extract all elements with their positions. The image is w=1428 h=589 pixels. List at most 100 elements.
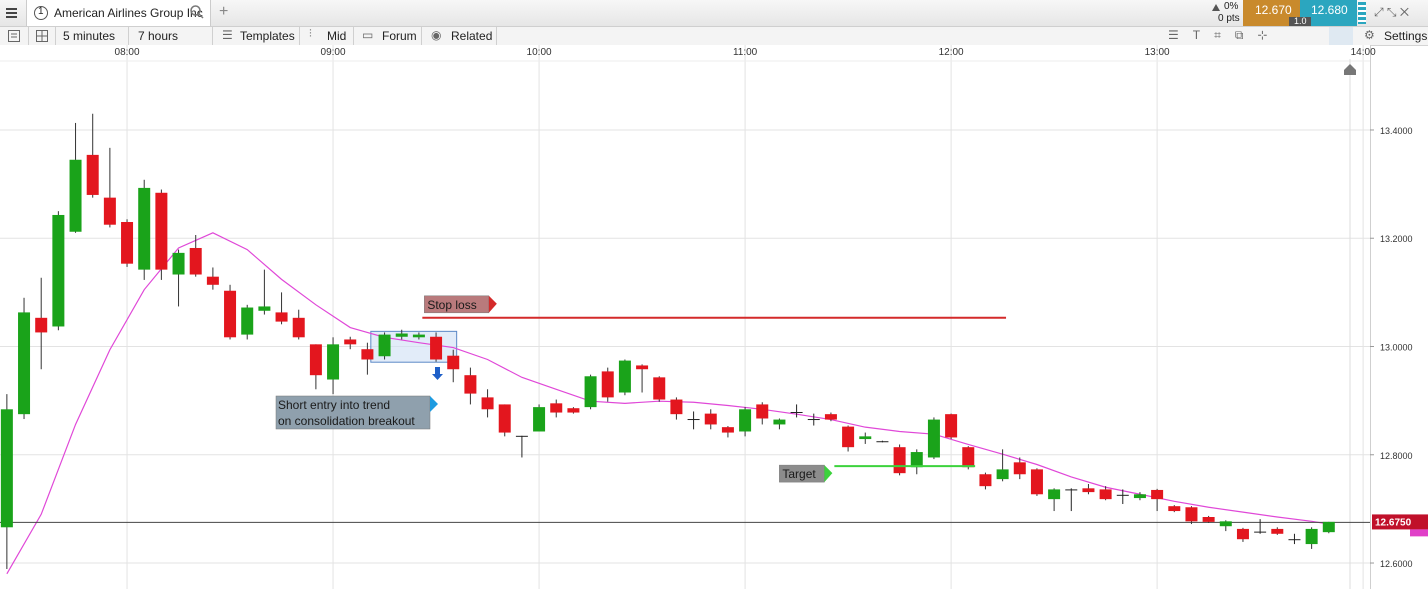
candle-body: [756, 404, 769, 419]
toolbar-item[interactable]: Forum: [382, 29, 417, 43]
menu-icon[interactable]: [6, 7, 18, 19]
x-tick-label: 10:00: [527, 47, 552, 58]
candle-body: [464, 375, 477, 394]
candle-body: [1236, 528, 1249, 540]
candle-body: [790, 411, 803, 413]
candle-body: [533, 407, 546, 432]
x-tick-label: 09:00: [321, 47, 346, 58]
candle-body: [1013, 462, 1026, 475]
candle-body: [309, 344, 322, 376]
title-bar: 1 American Airlines Group Inc + 0% 0 pts…: [0, 0, 1428, 27]
toolbar-item[interactable]: Mid: [327, 29, 347, 43]
tool-icons[interactable]: ☰T⌗⧉⊹: [1168, 28, 1282, 42]
candle-body: [962, 447, 975, 468]
candle-body: [189, 247, 202, 275]
level-label: Stop loss: [427, 298, 476, 312]
candle-body: [18, 312, 31, 415]
candle-body: [378, 334, 391, 357]
change-pts: 0 pts: [1218, 13, 1240, 24]
settings[interactable]: Settings: [1384, 29, 1428, 43]
x-tick-label: 13:00: [1145, 47, 1170, 58]
entry-arrow: [432, 367, 443, 380]
note-text: on consolidation breakout: [278, 414, 415, 428]
candle-body: [258, 306, 271, 311]
instrument-name[interactable]: American Airlines Group Inc: [54, 6, 203, 20]
candle-body: [430, 336, 443, 360]
candle-body: [670, 399, 683, 415]
depth-icon[interactable]: [1358, 2, 1366, 24]
interval[interactable]: 5 minutes: [63, 29, 116, 43]
candle-body: [447, 355, 460, 370]
candle-body: [601, 371, 614, 398]
annotation-tip: [488, 295, 497, 313]
candle-body: [1168, 506, 1181, 512]
candle-body: [1271, 528, 1284, 534]
candle-body: [361, 349, 374, 360]
change-arrow: [1212, 4, 1220, 11]
toolbar-item[interactable]: Templates: [240, 29, 295, 43]
candle-body: [1082, 488, 1095, 493]
candle-body: [412, 334, 425, 338]
candle-body: [481, 397, 494, 410]
candle-body: [172, 252, 185, 275]
buy-price: 12.680: [1311, 3, 1348, 17]
candle-body: [1065, 489, 1078, 491]
candle-body: [1305, 528, 1318, 545]
sell-price: 12.670: [1255, 3, 1292, 17]
candle-body: [69, 159, 82, 232]
candle-body: [1322, 521, 1335, 533]
window-icons[interactable]: ⤢ ⤡ ✕: [1374, 5, 1410, 19]
last-price-pink: [1410, 529, 1428, 537]
candle-body: [327, 344, 340, 380]
candle-body: [567, 408, 580, 413]
note-tip: [430, 396, 438, 412]
y-tick-label: 12.6000: [1380, 559, 1413, 569]
candle-body: [996, 469, 1009, 480]
last-price-label: 12.6750: [1375, 517, 1412, 528]
candle-body: [842, 426, 855, 448]
candle-body: [155, 192, 168, 270]
list-icon[interactable]: [8, 30, 20, 42]
candle-body: [1048, 489, 1061, 500]
candle-body: [103, 197, 116, 225]
note-text: Short entry into trend: [278, 398, 390, 412]
spread-box: [1289, 17, 1311, 26]
range[interactable]: 7 hours: [138, 29, 179, 43]
candle-body: [636, 365, 649, 370]
annotation-tip: [824, 465, 833, 483]
x-tick-label: 11:00: [733, 47, 758, 58]
level-label: Target: [782, 467, 816, 481]
candle-body: [721, 427, 734, 433]
candle-body: [584, 376, 597, 408]
change-pct: 0%: [1224, 1, 1239, 12]
candle-body: [241, 307, 254, 335]
y-tick-label: 13.4000: [1380, 126, 1413, 136]
y-tick-label: 12.8000: [1380, 451, 1413, 461]
active-tool[interactable]: [1329, 27, 1353, 45]
candle-body: [1202, 517, 1215, 522]
candle-body: [35, 317, 48, 333]
candle-body: [224, 290, 237, 338]
candle-body: [275, 312, 288, 322]
layout-icon[interactable]: [36, 30, 48, 42]
toolbar-item[interactable]: Related: [451, 29, 493, 43]
candle-body: [498, 404, 511, 433]
candle-body: [773, 419, 786, 425]
add-tab[interactable]: +: [219, 3, 229, 20]
candle-body: [927, 419, 940, 458]
search-icon[interactable]: [190, 5, 204, 19]
candle-body: [138, 187, 151, 270]
candle-body: [121, 222, 134, 264]
templates-icon: ☰: [222, 28, 233, 42]
candle-body: [0, 409, 13, 528]
candle-body: [739, 409, 752, 432]
x-tick-label: 14:00: [1351, 47, 1376, 58]
tab[interactable]: [26, 0, 211, 26]
candle-body: [86, 154, 99, 195]
candle-body: [618, 360, 631, 393]
toolbar: 5 minutes 7 hours ☰ Templates ⫶ Mid ▭ Fo…: [0, 27, 1428, 46]
note-box: [275, 395, 431, 430]
candle-body: [292, 317, 305, 338]
candle-body: [945, 414, 958, 438]
